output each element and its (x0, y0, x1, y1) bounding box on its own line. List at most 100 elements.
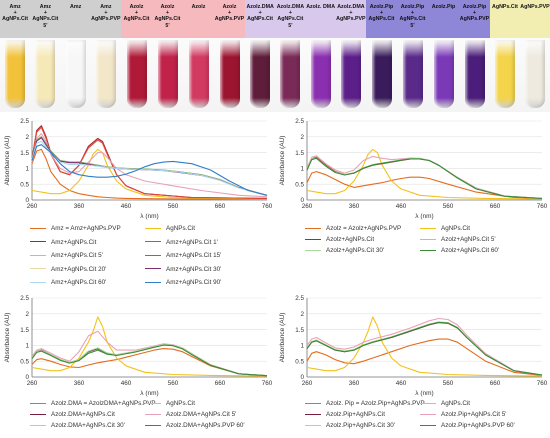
legend-item: Azolz. Pip = Azolz.Pip+AgNPs.PVP (305, 400, 425, 407)
vial (95, 40, 116, 108)
chart-panel-azolz-dma: 0 0.5 1 1.5 2 2.5 260 360 460 560 660 760 λ (nm) Abso… (0, 292, 275, 438)
chart-panel-azolz-pip: 0 0.5 1 1.5 2 2.5 260 360 460 560 660 760 λ (nm) Abso… (275, 292, 550, 438)
vial-label: Azolz + AgNPs.Cit (123, 4, 150, 23)
vial (402, 40, 423, 108)
vial-group: Amz + AgNPs.Cit Amz + AgNPs.Cit 5' Amz Amz … (0, 0, 121, 112)
x-tick-label: 460 (121, 380, 132, 387)
series-line (31, 136, 268, 196)
y-tick-label: 1.5 (295, 327, 304, 334)
legend-label: Azolz.Pip+AgNPs.PVP 60' (441, 422, 515, 429)
legend-label: Amz = Amz+AgNPs.PVP (51, 225, 121, 232)
x-tick-label: 260 (302, 203, 313, 210)
x-tick-label: 560 (168, 380, 179, 387)
x-tick-label: 560 (443, 380, 454, 387)
vial (464, 40, 485, 108)
legend-item: Azolz.Pip+AgNPs.Cit 30' (305, 422, 395, 429)
legend-label: AgNPs.Cit (441, 400, 471, 407)
vial-label: AgNPs.PVP (520, 4, 550, 10)
chart-panel-azolz: 0 0.5 1 1.5 2 2.5 260 360 460 560 660 760 λ (nm) Abso… (275, 115, 550, 300)
series-line (306, 317, 543, 376)
legend-item: Azolz+AgNPs.Cit 30' (305, 247, 384, 254)
y-tick-label: 0.5 (20, 181, 29, 188)
vial (495, 40, 515, 108)
y-tick-label: 1 (25, 166, 29, 173)
y-tick-label: 2.5 (295, 295, 304, 302)
chart-panel-amz: 0 0.5 1 1.5 2 2.5 260 360 460 560 660 760 λ (nm) Abso… (0, 115, 275, 300)
legend-item: AgNPs.Cit (420, 400, 470, 407)
legend-item: Amz+AgNPs.Cit 5' (30, 252, 103, 259)
vial (280, 40, 301, 108)
legend-label: Azolz.DMA+AgNPs.PVP 60' (166, 422, 245, 429)
x-tick-label: 560 (443, 203, 454, 210)
legend-label: AgNPs.Cit (166, 225, 196, 232)
legend-label: Amz+AgNPs.Cit 1' (166, 238, 218, 246)
vial-group: Azolz.Pip + AgNPs.Cit Azolz.Pip + AgNPs.C… (366, 0, 490, 112)
vial-label: Amz (70, 4, 82, 10)
vial-label: Azolz.Pip + AgNPs.Cit 5' (399, 4, 426, 29)
y-tick-label: 2.5 (20, 295, 29, 302)
legend-label: Azolz.DMA+AgNPs.Cit 5' (166, 411, 237, 418)
x-tick-label: 760 (537, 203, 548, 210)
series-line (306, 316, 543, 377)
series-line (31, 344, 268, 377)
x-tick-label: 360 (349, 380, 360, 387)
vial (65, 40, 86, 108)
legend-label: Amz+AgNPs.Cit 15' (166, 252, 222, 259)
vial (250, 40, 271, 108)
x-tick-label: 460 (396, 203, 407, 210)
series-line (306, 157, 543, 199)
legend-item: Azolz = Azolz+AgNPs.PVP (305, 225, 401, 232)
y-axis-label: Absorbance (AU) (279, 313, 286, 363)
legend-swatch (30, 254, 46, 256)
y-tick-label: 0 (25, 197, 29, 204)
legend-label: Azolz.DMA+AgNPs.Cit 30' (51, 422, 125, 429)
legend-label: Azolz.Pip+AgNPs.Cit 30' (326, 422, 395, 429)
legend-label: Azolz.DMA = AzolzDMA+AgNPs.PVP (51, 400, 156, 407)
legend-label: Amz+AgNPs.Cit 60' (51, 279, 107, 286)
legend-item: Azolz.Pip+AgNPs.Cit 5' (420, 411, 506, 418)
vial (5, 40, 26, 108)
legend-swatch (145, 268, 161, 270)
legend-label: Azolz.Pip+AgNPs.Cit 5' (441, 411, 507, 418)
x-tick-label: 360 (349, 203, 360, 210)
y-tick-label: 0.5 (20, 358, 29, 365)
legend-label: Azolz = Azolz+AgNPs.PVP (326, 225, 402, 232)
legend-swatch (145, 424, 161, 426)
vial-label-bar (121, 0, 245, 38)
chart-azolz: 0 0.5 1 1.5 2 2.5 260 360 460 560 660 760 λ (nm) Abso… (279, 118, 548, 220)
legend-label: Azolz.Pip+AgNPs.Cit (326, 411, 385, 418)
x-tick-label: 660 (490, 380, 501, 387)
vial-group: Azolz.DMA + AgNPs.Cit Azolz.DMA + AgNPs.C… (245, 0, 366, 112)
legend-item: Amz+AgNPs.Cit (30, 239, 96, 246)
vial-photo-strip: Amz + AgNPs.Cit Amz + AgNPs.Cit 5' Amz Amz … (0, 0, 550, 112)
vial-label-bar (245, 0, 366, 38)
legend-swatch (305, 424, 321, 426)
vial-label: Azolz.Pip (431, 4, 456, 10)
legend-swatch (145, 227, 161, 229)
legend-label: Azolz+AgNPs.Cit 60' (441, 247, 500, 254)
x-axis-label: λ (nm) (140, 213, 158, 220)
vial-label: Azolz + AgNPs.Cit 5' (154, 4, 181, 29)
y-axis-label: Absorbance (AU) (279, 136, 286, 186)
y-tick-label: 2.5 (295, 118, 304, 125)
x-tick-label: 460 (396, 380, 407, 387)
legend-azolz: Azolz = Azolz+AgNPs.PVP AgNPs.Cit Azolz+Ag… (275, 225, 550, 300)
legend-item: AgNPs.Cit (420, 225, 470, 232)
y-tick-label: 1 (25, 343, 29, 350)
x-axis-label: λ (nm) (415, 213, 433, 220)
legend-label: Amz+AgNPs.Cit 5' (51, 252, 103, 259)
y-tick-label: 1 (300, 343, 304, 350)
series-line (31, 136, 268, 196)
legend-label: Azolz+AgNPs.Cit (326, 236, 375, 243)
x-tick-label: 360 (74, 203, 85, 210)
series-line (306, 155, 543, 199)
y-tick-label: 0 (25, 374, 29, 381)
vial-label: Azolz + AgNPs.PVP (214, 4, 245, 23)
vial-label: Azolz.Pip + AgNPs.PVP (459, 4, 490, 23)
legend-item: Amz+AgNPs.Cit 20' (30, 266, 106, 273)
y-tick-label: 0.5 (295, 181, 304, 188)
vial-label: Azolz.DMA + AgNPs.PVP (336, 4, 366, 23)
vial (157, 40, 178, 108)
legend-item: Azolz+AgNPs.Cit (305, 236, 374, 243)
vial-label: Amz + AgNPs.Cit 5' (32, 4, 59, 29)
